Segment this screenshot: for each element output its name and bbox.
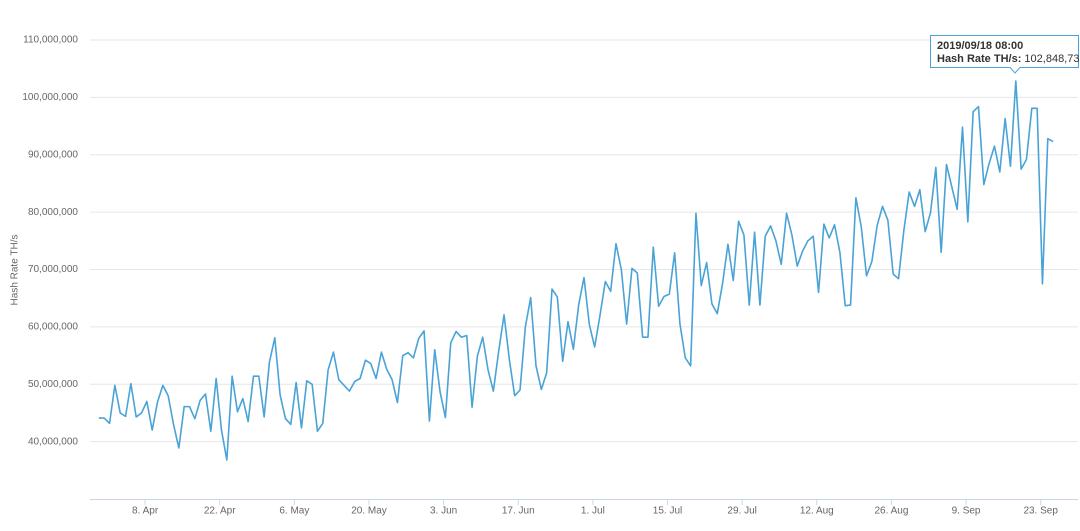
tooltip-box — [930, 35, 1079, 74]
x-tick-label: 20. May — [351, 506, 387, 517]
y-tick-label: 60,000,000 — [28, 322, 78, 333]
x-tick-label: 26. Aug — [874, 506, 908, 517]
series-line — [98, 80, 1054, 461]
x-tick-label: 15. Jul — [653, 506, 682, 517]
x-tick-label: 8. Apr — [132, 506, 159, 517]
y-tick-label: 100,000,000 — [22, 92, 78, 103]
tooltip-value: 102,848,735 — [1024, 53, 1080, 65]
y-tick-label: 110,000,000 — [23, 35, 78, 46]
x-tick-label: 1. Jul — [581, 506, 605, 517]
y-tick-label: 90,000,000 — [28, 149, 78, 160]
y-tick-label: 80,000,000 — [28, 207, 78, 218]
y-tick-label: 50,000,000 — [28, 379, 78, 390]
tooltip-date: 2019/09/18 08:00 — [937, 40, 1023, 52]
x-tick-label: 29. Jul — [727, 506, 756, 517]
y-tick-label: 70,000,000 — [28, 264, 78, 275]
x-tick-label: 12. Aug — [800, 506, 834, 517]
x-tick-label: 17. Jun — [502, 506, 535, 517]
y-tick-label: 40,000,000 — [28, 436, 78, 447]
x-tick-label: 6. May — [279, 506, 309, 517]
tooltip-label: Hash Rate TH/s: — [937, 53, 1021, 65]
x-tick-label: 9. Sep — [952, 506, 981, 517]
x-tick-label: 23. Sep — [1023, 506, 1058, 517]
y-axis-title: Hash Rate TH/s — [10, 235, 21, 306]
x-tick-label: 3. Jun — [430, 506, 457, 517]
tooltip-body: Hash Rate TH/s: 102,848,735 — [937, 53, 1080, 65]
tooltip: 2019/09/18 08:00 Hash Rate TH/s: 102,848… — [930, 35, 1080, 74]
x-tick-label: 22. Apr — [204, 506, 236, 517]
